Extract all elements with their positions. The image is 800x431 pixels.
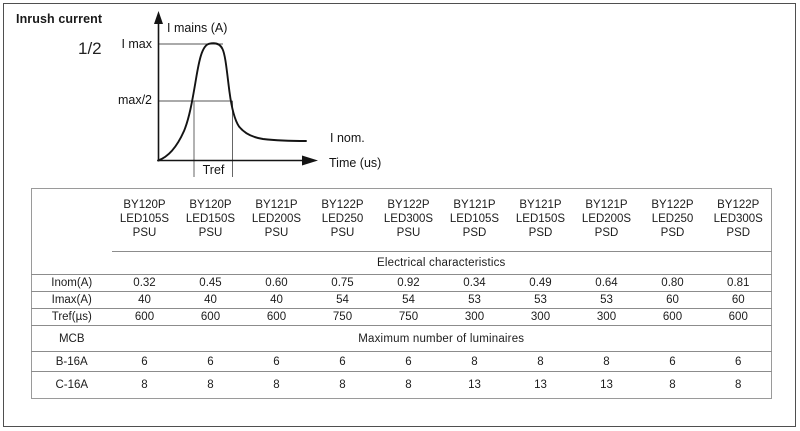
- header-spacer-cell: [32, 189, 112, 252]
- b16a-value: 8: [573, 351, 640, 372]
- column-header: BY122P LED250 PSD: [639, 188, 706, 252]
- imax-label: I max: [121, 37, 152, 51]
- inom-value: 0.64: [573, 274, 640, 292]
- inom-value: 0.80: [639, 274, 706, 292]
- imax-value: 53: [507, 291, 574, 309]
- b16a-value: 6: [243, 351, 310, 372]
- column-header: BY122P LED250 PSU: [309, 188, 376, 252]
- c16a-value: 8: [339, 379, 346, 391]
- column-header: BY120P LED105S PSU: [111, 188, 178, 252]
- column-header: BY121P LED105S PSD: [441, 188, 508, 252]
- inom-value: 0.92: [375, 274, 442, 292]
- page-title: Inrush current: [16, 12, 103, 26]
- tref-value: 300: [507, 308, 574, 326]
- tref-value: 600: [639, 308, 706, 326]
- imax-value: 53: [573, 291, 640, 309]
- imax-value: 60: [705, 291, 772, 309]
- page-marker: 1/2: [78, 39, 102, 58]
- column-header: BY121P LED150S PSD: [507, 188, 574, 252]
- c16a-value: 8: [141, 379, 148, 391]
- spec-table: BY120P LED105S PSU BY120P LED150S PSU BY…: [31, 188, 772, 399]
- column-header: BY122P LED300S PSD: [705, 188, 772, 252]
- b16a-value: 6: [309, 351, 376, 372]
- tref-value: 600: [705, 308, 772, 326]
- row-label: Inom(A): [31, 274, 112, 292]
- c16a-row: C-16A 8 8 8 8 8 13 13 13 8 8: [32, 372, 772, 399]
- row-label: B-16A: [31, 351, 112, 372]
- inom-value: 0.34: [441, 274, 508, 292]
- row-label: Imax(A): [31, 291, 112, 309]
- inom-value: 0.32: [111, 274, 178, 292]
- inom-value: 0.49: [507, 274, 574, 292]
- b16a-value: 6: [375, 351, 442, 372]
- b16a-value: 6: [177, 351, 244, 372]
- inom-row: Inom(A) 0.32 0.45 0.60 0.75 0.92 0.34 0.…: [31, 274, 772, 292]
- c16a-value: 13: [468, 379, 481, 391]
- c16a-value: 13: [534, 379, 547, 391]
- tref-value: 750: [309, 308, 376, 326]
- inom-value: 0.60: [243, 274, 310, 292]
- tref-value: 750: [375, 308, 442, 326]
- inrush-current-diagram: [154, 11, 318, 177]
- imax-value: 40: [111, 291, 178, 309]
- b16a-value: 8: [441, 351, 508, 372]
- table-header-row: BY120P LED105S PSU BY120P LED150S PSU BY…: [32, 188, 772, 252]
- x-axis-label: Time (us): [329, 156, 382, 170]
- luminaires-section-title: Maximum number of luminaires: [111, 325, 772, 352]
- tref-value: 600: [243, 308, 310, 326]
- section-spacer-cell: [31, 251, 112, 275]
- tref-value: 600: [111, 308, 178, 326]
- inom-value: 0.75: [309, 274, 376, 292]
- electrical-section-row: Electrical characteristics: [31, 251, 772, 275]
- y-axis-arrow-icon: [154, 11, 163, 24]
- mcb-label: MCB: [31, 325, 112, 352]
- b16a-row: B-16A 6 6 6 6 6 8 8 8 6 6: [31, 351, 772, 372]
- tref-row: Tref(µs) 600 600 600 750 750 300 300 300…: [31, 308, 772, 326]
- halfmax-label: max/2: [117, 93, 152, 107]
- column-header: BY121P LED200S PSU: [243, 188, 310, 252]
- imax-value: 40: [177, 291, 244, 309]
- imax-value: 53: [441, 291, 508, 309]
- b16a-value: 6: [705, 351, 772, 372]
- tref-value: 300: [573, 308, 640, 326]
- c16a-value: 8: [735, 379, 742, 391]
- tref-value: 300: [441, 308, 508, 326]
- c16a-value: 13: [600, 379, 613, 391]
- c16a-value: 8: [273, 379, 280, 391]
- imax-value: 54: [309, 291, 376, 309]
- column-header: BY121P LED200S PSD: [573, 188, 640, 252]
- inom-label: I nom.: [330, 131, 365, 145]
- row-label: Tref(µs): [31, 308, 112, 326]
- row-label: C-16A: [55, 379, 89, 391]
- electrical-section-title: Electrical characteristics: [111, 251, 772, 275]
- inom-value: 0.81: [705, 274, 772, 292]
- column-header: BY120P LED150S PSU: [177, 188, 244, 252]
- b16a-value: 6: [111, 351, 178, 372]
- imax-value: 60: [639, 291, 706, 309]
- c16a-value: 8: [669, 379, 676, 391]
- c16a-value: 8: [405, 379, 412, 391]
- b16a-value: 6: [639, 351, 706, 372]
- imax-value: 54: [375, 291, 442, 309]
- c16a-value: 8: [207, 379, 214, 391]
- y-axis-label: I mains (A): [167, 21, 228, 35]
- tref-label: Tref: [202, 163, 225, 177]
- column-header: BY122P LED300S PSU: [375, 188, 442, 252]
- b16a-value: 8: [507, 351, 574, 372]
- x-axis-arrow-icon: [302, 155, 318, 166]
- inrush-current-curve: [157, 42, 307, 162]
- tref-value: 600: [177, 308, 244, 326]
- mcb-section-row: MCB Maximum number of luminaires: [31, 325, 772, 352]
- inom-value: 0.45: [177, 274, 244, 292]
- imax-value: 40: [243, 291, 310, 309]
- imax-row: Imax(A) 40 40 40 54 54 53 53 53 60 60: [31, 291, 772, 309]
